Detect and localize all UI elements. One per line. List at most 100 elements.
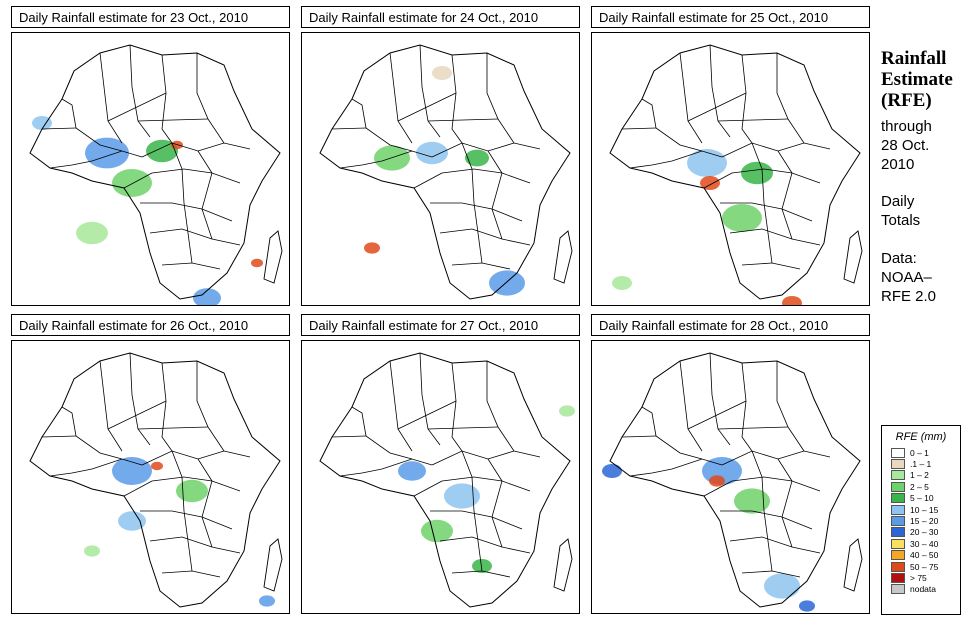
country-border [777, 150, 793, 240]
country-border [731, 476, 821, 492]
legend-item: 0 – 1 [882, 447, 960, 458]
legend-label: 0 – 1 [910, 447, 929, 458]
country-border [641, 406, 703, 460]
info-line: Daily [881, 193, 915, 210]
rainfall-area [764, 573, 800, 599]
coastline [609, 44, 861, 300]
legend-label: 10 – 15 [910, 504, 939, 515]
country-border [171, 450, 193, 572]
country-border [107, 92, 167, 122]
country-border [149, 536, 241, 554]
rainfall-map [301, 340, 580, 614]
info-line: 28 Oct. [881, 137, 930, 154]
landmass [320, 353, 570, 607]
rainfall-area [709, 475, 725, 487]
legend-label: > 75 [910, 572, 927, 583]
country-border [137, 426, 209, 430]
legend-swatch [891, 470, 905, 481]
country-border [687, 92, 747, 122]
country-border [129, 352, 151, 446]
africa-map [602, 352, 863, 612]
country-border [629, 458, 723, 477]
map-panel-23-oct: Daily Rainfall estimate for 23 Oct., 201… [11, 6, 290, 306]
rainfall-area [559, 405, 575, 417]
rainfall-map [301, 32, 580, 306]
country-border [140, 202, 233, 222]
country-border [49, 458, 143, 477]
country-border [351, 98, 413, 152]
date-through: through 28 Oct. 2010 [881, 117, 965, 174]
country-border [389, 52, 413, 144]
country-border [729, 536, 821, 554]
legend-label: 40 – 50 [910, 550, 939, 561]
country-border [427, 426, 499, 430]
coastline [29, 352, 281, 608]
legend-item: nodata [882, 584, 960, 595]
country-border [430, 202, 523, 222]
rainfall-area [146, 139, 178, 163]
country-border [427, 118, 499, 122]
data-source: Data: NOAA– RFE 2.0 [881, 249, 965, 306]
legend-swatch [891, 493, 905, 504]
africa-map [29, 352, 283, 608]
country-border [441, 476, 531, 492]
rainfall-area [84, 545, 100, 557]
country-border [486, 361, 515, 452]
rainfall-map [591, 340, 870, 614]
country-border [331, 127, 367, 130]
country-border [703, 172, 733, 189]
rainfall-map [11, 340, 290, 614]
rainfall-area [259, 595, 275, 607]
rainfall-area [472, 559, 492, 573]
legend-label: 5 – 10 [910, 493, 934, 504]
info-line: NOAA– [881, 269, 932, 286]
country-border [441, 168, 531, 184]
country-border [629, 150, 723, 169]
totals-label: Daily Totals [881, 192, 965, 230]
coastline [29, 44, 281, 300]
rainfall-area [741, 161, 773, 185]
legend-label: 30 – 40 [910, 538, 939, 549]
legend-label: 20 – 30 [910, 527, 939, 538]
country-border [161, 362, 173, 452]
legend-item: 10 – 15 [882, 504, 960, 515]
country-border [430, 510, 523, 530]
landmass [30, 353, 280, 607]
rainfall-area [421, 519, 453, 543]
country-border [41, 127, 77, 130]
map-panel-26-oct: Daily Rainfall estimate for 26 Oct., 201… [11, 314, 290, 614]
panel-title: Daily Rainfall estimate for 26 Oct., 201… [11, 314, 290, 336]
legend-swatch [891, 561, 905, 572]
rainfall-area [151, 461, 163, 471]
legend-swatch [891, 459, 905, 470]
legend-label: nodata [910, 584, 936, 595]
rainfall-area [193, 288, 221, 305]
info-line: RFE 2.0 [881, 288, 937, 305]
country-border [171, 142, 193, 264]
title-line: Rainfall [881, 48, 947, 69]
panel-title: Daily Rainfall estimate for 24 Oct., 201… [301, 6, 580, 28]
country-border [397, 92, 457, 122]
rainfall-area [398, 461, 426, 481]
country-border [703, 480, 733, 497]
country-border [99, 52, 123, 144]
legend-item: 2 – 5 [882, 481, 960, 492]
legend-item: 30 – 40 [882, 538, 960, 549]
rainfall-area [700, 176, 720, 190]
legend-swatch [891, 447, 905, 458]
legend-label: 2 – 5 [910, 481, 929, 492]
panel-title: Daily Rainfall estimate for 25 Oct., 201… [591, 6, 870, 28]
coastline [609, 352, 861, 608]
country-border [196, 361, 225, 452]
country-border [41, 435, 77, 438]
rainfall-area [782, 296, 802, 305]
legend-swatch [891, 550, 905, 561]
rainfall-area [85, 137, 129, 169]
panel-title: Daily Rainfall estimate for 27 Oct., 201… [301, 314, 580, 336]
legend-item: 20 – 30 [882, 527, 960, 538]
country-border [151, 168, 241, 184]
madagascar-outline [553, 538, 573, 592]
rainfall-area [612, 276, 632, 290]
title-line: (RFE) [881, 90, 932, 111]
